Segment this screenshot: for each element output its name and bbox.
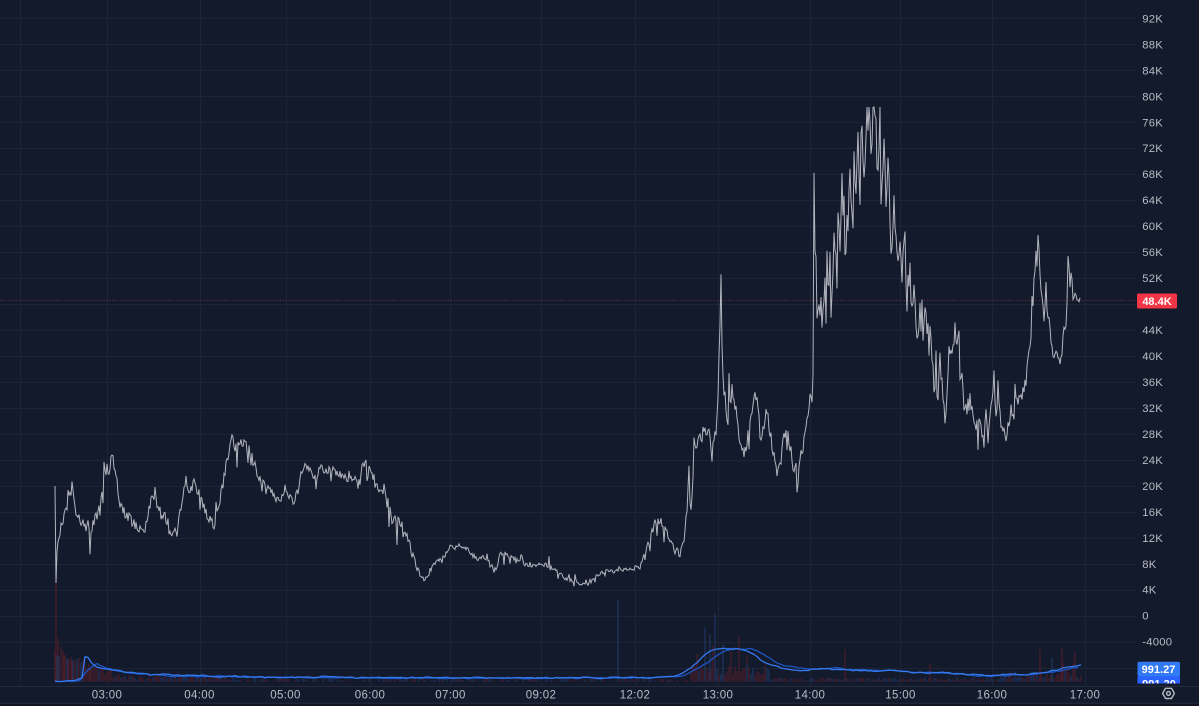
svg-text:24K: 24K: [1142, 455, 1163, 467]
svg-text:28K: 28K: [1142, 429, 1163, 441]
svg-text:68K: 68K: [1142, 169, 1163, 181]
svg-text:15:00: 15:00: [885, 690, 916, 702]
svg-text:991.20: 991.20: [1142, 678, 1176, 690]
svg-text:20K: 20K: [1142, 481, 1163, 493]
svg-text:14:00: 14:00: [795, 690, 826, 702]
svg-text:48.4K: 48.4K: [1142, 296, 1171, 308]
svg-text:04:00: 04:00: [184, 690, 215, 702]
svg-text:06:00: 06:00: [355, 690, 386, 702]
svg-text:12K: 12K: [1142, 533, 1163, 545]
svg-text:05:00: 05:00: [270, 690, 301, 702]
svg-text:13:00: 13:00: [703, 690, 734, 702]
svg-text:4K: 4K: [1142, 585, 1156, 597]
svg-text:88K: 88K: [1142, 39, 1163, 51]
svg-text:60K: 60K: [1142, 221, 1163, 233]
svg-text:64K: 64K: [1142, 195, 1163, 207]
svg-text:17:00: 17:00: [1070, 690, 1101, 702]
svg-text:32K: 32K: [1142, 403, 1163, 415]
svg-text:80K: 80K: [1142, 91, 1163, 103]
svg-text:52K: 52K: [1142, 273, 1163, 285]
svg-text:03:00: 03:00: [92, 690, 123, 702]
svg-text:991.27: 991.27: [1142, 664, 1176, 676]
svg-text:-4000: -4000: [1142, 637, 1172, 649]
svg-text:07:00: 07:00: [435, 690, 466, 702]
svg-text:40K: 40K: [1142, 351, 1163, 363]
svg-text:09:02: 09:02: [526, 690, 557, 702]
svg-text:16K: 16K: [1142, 507, 1163, 519]
svg-text:72K: 72K: [1142, 143, 1163, 155]
svg-text:76K: 76K: [1142, 117, 1163, 129]
svg-text:0: 0: [1142, 611, 1148, 623]
svg-text:8K: 8K: [1142, 559, 1156, 571]
svg-text:44K: 44K: [1142, 325, 1163, 337]
svg-text:36K: 36K: [1142, 377, 1163, 389]
svg-text:12:02: 12:02: [620, 690, 651, 702]
svg-text:56K: 56K: [1142, 247, 1163, 259]
svg-text:84K: 84K: [1142, 65, 1163, 77]
svg-text:16:00: 16:00: [977, 690, 1008, 702]
svg-text:92K: 92K: [1142, 13, 1163, 25]
